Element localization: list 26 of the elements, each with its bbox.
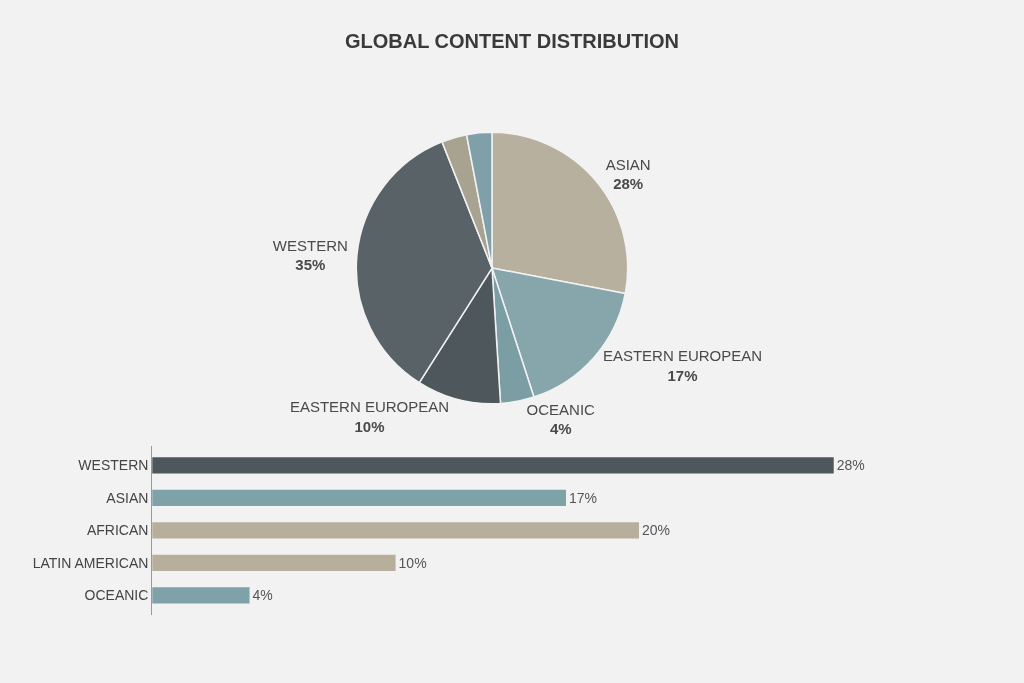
slice-label: OCEANIC xyxy=(526,400,596,418)
slice-label: ASIAN xyxy=(605,155,651,173)
data-label: 28% xyxy=(613,175,644,193)
data-label: 4% xyxy=(549,420,572,438)
y-tick-label: WESTERN xyxy=(78,457,149,474)
data-label: 17% xyxy=(667,366,698,384)
y-tick-label: LATIN AMERICAN xyxy=(32,554,149,571)
bar xyxy=(152,554,396,571)
y-tick-label: AFRICAN xyxy=(86,522,149,539)
data-label: 28% xyxy=(836,457,865,474)
bar xyxy=(152,522,639,539)
data-label: 20% xyxy=(641,522,671,539)
data-label: 17% xyxy=(568,489,597,506)
bar xyxy=(152,457,834,474)
bar xyxy=(152,587,250,604)
chart-title: GLOBAL CONTENT DISTRIBUTION xyxy=(344,30,680,53)
slice-label: EASTERN EUROPEAN xyxy=(602,347,763,365)
bar xyxy=(152,489,566,506)
slice-label: WESTERN xyxy=(272,236,348,254)
data-label: 4% xyxy=(252,587,273,604)
y-tick-label: OCEANIC xyxy=(84,587,149,604)
data-label: 10% xyxy=(354,417,385,435)
data-label: 35% xyxy=(295,256,326,274)
slice-label: EASTERN EUROPEAN xyxy=(289,398,450,416)
data-label: 10% xyxy=(398,554,427,571)
y-tick-label: ASIAN xyxy=(106,489,149,506)
